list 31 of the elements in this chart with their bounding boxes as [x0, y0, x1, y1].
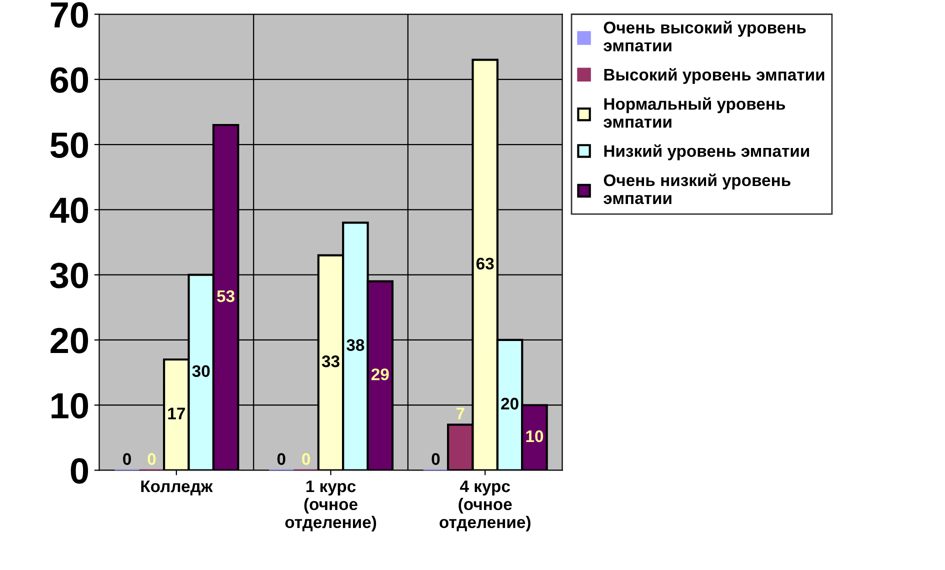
data-label: 29: [371, 368, 389, 380]
y-tick-label: 50: [50, 132, 88, 158]
data-label: 30: [192, 365, 210, 378]
data-label: 33: [322, 355, 340, 368]
y-tick-label: 0: [70, 458, 88, 484]
data-label: 63: [476, 258, 494, 270]
y-tick-label: 70: [50, 2, 88, 28]
data-label: 0: [277, 453, 286, 465]
y-tick-label: 40: [50, 198, 88, 224]
x-tick-label: Колледж: [141, 480, 213, 496]
data-label: 7: [456, 408, 464, 420]
y-tick-label: 30: [50, 262, 88, 288]
data-label: 53: [217, 290, 234, 302]
data-label: 0: [148, 453, 156, 465]
y-tick-label: 60: [50, 67, 88, 93]
data-label: 17: [168, 408, 185, 420]
legend-label: Высокий уровень эмпатии: [604, 68, 824, 84]
y-tick-label: 20: [50, 328, 88, 354]
data-label: 10: [526, 430, 544, 442]
legend-label: Нормальный уровень эмпатии: [604, 97, 786, 128]
data-label: 0: [432, 453, 440, 465]
y-tick-label: 10: [52, 392, 88, 419]
legend-label: Очень низкий уровень эмпатии: [604, 174, 790, 204]
data-label: 38: [346, 339, 364, 351]
data-label: 20: [501, 398, 518, 410]
x-tick-label: 1 курс (очное отделение): [285, 480, 376, 532]
legend-label: Очень высокий уровень эмпатии: [604, 20, 806, 52]
legend-label: Низкий уровень эмпатии: [604, 144, 809, 160]
x-tick-label: 4 курс (очное отделение): [440, 480, 530, 532]
data-label: 0: [302, 453, 310, 465]
data-label: 0: [123, 453, 131, 465]
